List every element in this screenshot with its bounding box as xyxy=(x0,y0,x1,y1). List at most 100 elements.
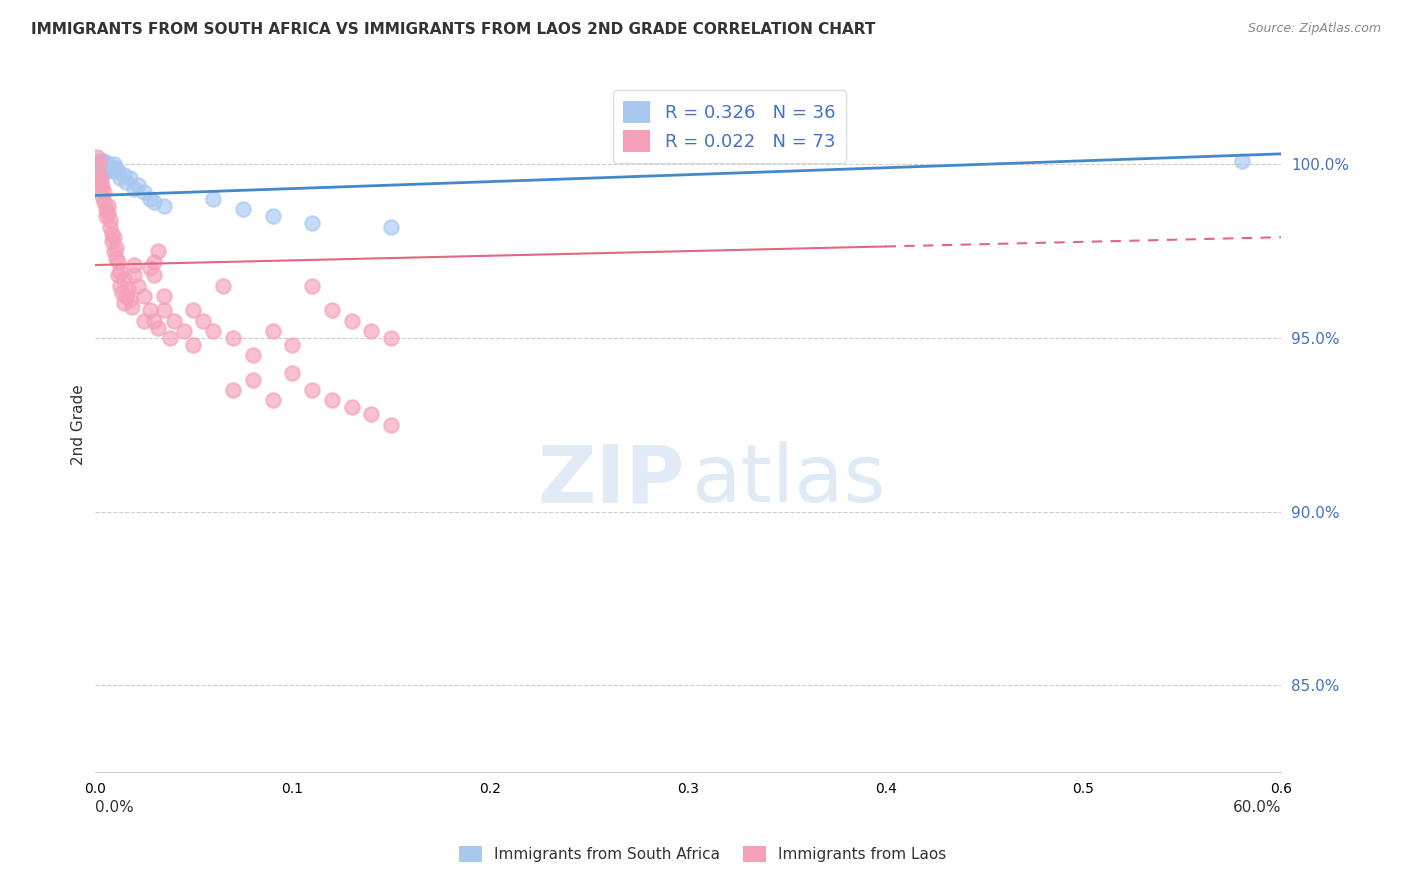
Point xyxy=(86,164,108,178)
Point xyxy=(380,331,402,345)
Point xyxy=(152,199,174,213)
Point xyxy=(1230,153,1253,168)
Text: 60.0%: 60.0% xyxy=(1233,800,1281,815)
Point xyxy=(139,192,162,206)
Point xyxy=(360,324,382,338)
Point xyxy=(105,161,128,175)
Point xyxy=(193,313,215,327)
Point xyxy=(163,313,186,327)
Point xyxy=(340,313,363,327)
Point xyxy=(122,268,145,283)
Point xyxy=(87,157,110,171)
Point xyxy=(105,241,128,255)
Point xyxy=(96,210,118,224)
Point xyxy=(121,300,143,314)
Point xyxy=(139,261,162,276)
Point xyxy=(111,285,134,300)
Text: atlas: atlas xyxy=(692,442,886,519)
Point xyxy=(146,244,169,259)
Point xyxy=(115,175,138,189)
Point xyxy=(117,282,139,296)
Point xyxy=(142,195,165,210)
Point xyxy=(127,178,149,193)
Point xyxy=(132,313,155,327)
Point xyxy=(97,157,120,171)
Point xyxy=(93,157,115,171)
Point xyxy=(202,324,225,338)
Point xyxy=(112,296,135,310)
Point xyxy=(340,401,363,415)
Point xyxy=(127,278,149,293)
Point xyxy=(183,303,205,318)
Point xyxy=(110,278,132,293)
Point xyxy=(107,254,129,268)
Point xyxy=(262,210,284,224)
Point xyxy=(96,157,118,171)
Y-axis label: 2nd Grade: 2nd Grade xyxy=(72,384,86,465)
Point xyxy=(142,268,165,283)
Point xyxy=(97,206,120,220)
Text: Source: ZipAtlas.com: Source: ZipAtlas.com xyxy=(1247,22,1381,36)
Point xyxy=(91,178,114,193)
Point xyxy=(87,161,110,175)
Point xyxy=(120,171,142,186)
Point xyxy=(132,289,155,303)
Point xyxy=(100,161,122,175)
Point xyxy=(262,393,284,408)
Point xyxy=(120,293,142,307)
Point xyxy=(91,157,114,171)
Point xyxy=(112,168,135,182)
Point xyxy=(91,188,114,202)
Point xyxy=(101,234,124,248)
Point xyxy=(242,348,264,362)
Point xyxy=(360,408,382,422)
Point xyxy=(173,324,195,338)
Point xyxy=(110,171,132,186)
Point xyxy=(100,212,122,227)
Point xyxy=(301,278,323,293)
Point xyxy=(159,331,181,345)
Point xyxy=(232,202,254,217)
Point xyxy=(321,303,343,318)
Point xyxy=(132,185,155,199)
Point xyxy=(103,230,125,244)
Point xyxy=(97,199,120,213)
Point xyxy=(91,164,114,178)
Point xyxy=(321,393,343,408)
Point xyxy=(101,227,124,241)
Point xyxy=(97,164,120,178)
Point xyxy=(105,251,128,265)
Point xyxy=(146,320,169,334)
Point xyxy=(262,324,284,338)
Point xyxy=(86,150,108,164)
Point xyxy=(122,258,145,272)
Point xyxy=(89,157,111,171)
Point xyxy=(86,153,108,168)
Text: ZIP: ZIP xyxy=(537,442,685,519)
Point xyxy=(112,272,135,286)
Point xyxy=(115,289,138,303)
Point xyxy=(380,417,402,432)
Point xyxy=(281,338,304,352)
Point xyxy=(212,278,235,293)
Point xyxy=(222,383,245,397)
Point xyxy=(301,216,323,230)
Point xyxy=(96,202,118,217)
Point xyxy=(202,192,225,206)
Legend: Immigrants from South Africa, Immigrants from Laos: Immigrants from South Africa, Immigrants… xyxy=(453,840,953,868)
Point xyxy=(380,219,402,234)
Point xyxy=(152,289,174,303)
Point xyxy=(122,181,145,195)
Point xyxy=(103,157,125,171)
Point xyxy=(103,164,125,178)
Point xyxy=(89,181,111,195)
Point xyxy=(96,161,118,175)
Point xyxy=(93,185,115,199)
Point xyxy=(107,268,129,283)
Point xyxy=(142,313,165,327)
Point xyxy=(89,171,111,186)
Point xyxy=(242,373,264,387)
Point xyxy=(93,153,115,168)
Point xyxy=(89,153,111,168)
Legend: R = 0.326   N = 36, R = 0.022   N = 73: R = 0.326 N = 36, R = 0.022 N = 73 xyxy=(613,90,846,163)
